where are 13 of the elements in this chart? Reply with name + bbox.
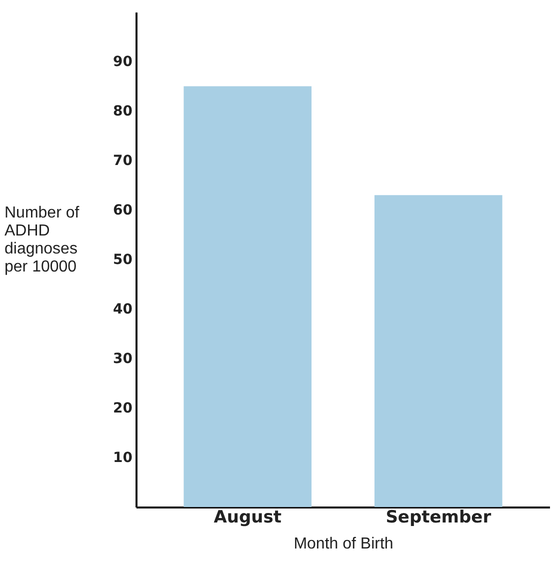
y-tick-label: 70: [113, 153, 133, 169]
y-tick-label: 50: [113, 252, 133, 268]
y-tick-label: 60: [113, 202, 133, 218]
y-tick-label: 90: [113, 54, 133, 70]
x-tick-label: August: [214, 508, 282, 528]
y-tick-label: 80: [113, 104, 133, 120]
x-tick-label: September: [386, 508, 492, 528]
y-axis-title: Number of ADHD diagnoses per 10000: [4, 204, 80, 276]
y-tick-label: 40: [113, 302, 133, 318]
y-tick-label: 10: [113, 450, 133, 466]
y-tick-label: 30: [113, 351, 133, 367]
x-axis-title: Month of Birth: [294, 536, 394, 552]
y-tick-label: 20: [113, 400, 133, 416]
